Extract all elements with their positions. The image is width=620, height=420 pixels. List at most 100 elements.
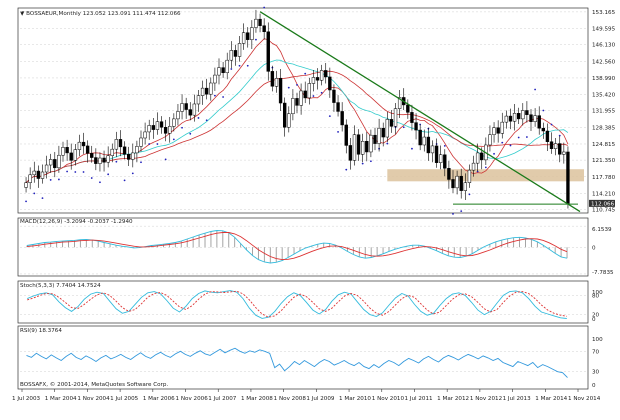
- candle: [44, 155, 49, 179]
- signal-line: [26, 232, 568, 261]
- candle-body: [434, 145, 439, 163]
- psar-dot: [361, 162, 364, 165]
- candle: [274, 70, 279, 93]
- candle-body: [114, 139, 119, 150]
- panel-tick-label: 0: [592, 317, 596, 323]
- candle: [438, 145, 443, 170]
- psar-dot: [542, 109, 545, 112]
- psar-dot: [312, 95, 315, 97]
- psar-dot: [49, 179, 52, 181]
- psar-dot: [246, 64, 249, 67]
- candle-body: [480, 152, 484, 161]
- panel-tick-label: 100: [592, 337, 603, 343]
- candle-body: [163, 127, 168, 134]
- candle-body: [549, 141, 554, 149]
- candle: [163, 119, 168, 142]
- candle-body: [209, 82, 213, 95]
- candle-body: [40, 171, 45, 179]
- candle: [262, 18, 266, 40]
- candle: [496, 120, 500, 143]
- candle: [131, 143, 135, 168]
- candle-body: [360, 141, 365, 155]
- candle: [402, 88, 406, 111]
- x-tick-label: 1 Nov 2006: [176, 396, 209, 402]
- psar-dot: [238, 64, 241, 67]
- candle: [94, 148, 98, 171]
- candle-body: [311, 77, 316, 84]
- candle-body: [447, 168, 451, 180]
- psar-dot: [443, 145, 446, 147]
- candle-body: [143, 131, 147, 139]
- candle-body: [340, 111, 344, 126]
- candle: [422, 129, 426, 152]
- candle-body: [406, 104, 410, 113]
- psar-dot: [525, 136, 528, 138]
- psar-dot: [402, 126, 405, 129]
- candle: [537, 106, 541, 135]
- candle-body: [324, 70, 328, 78]
- candle: [451, 170, 455, 193]
- candle: [233, 44, 238, 66]
- candle: [40, 164, 45, 184]
- candle-body: [529, 114, 533, 122]
- candle: [24, 177, 28, 193]
- parabolic-sar-layer: [25, 6, 569, 215]
- panel-tick-label: 80: [592, 293, 600, 299]
- x-tick-label: 1 Nov 2012: [470, 396, 502, 402]
- candle: [348, 137, 353, 170]
- psar-dot: [181, 126, 183, 129]
- candle-body: [110, 148, 114, 156]
- candle: [459, 168, 463, 199]
- candle: [336, 95, 340, 117]
- candle: [57, 145, 61, 173]
- candle: [53, 151, 57, 178]
- candle: [393, 103, 398, 135]
- candle-body: [131, 152, 135, 160]
- candle-body: [291, 98, 295, 115]
- candle: [147, 119, 151, 140]
- candle-body: [233, 50, 238, 57]
- candle-body: [217, 67, 221, 76]
- support-zone-layer: [387, 169, 584, 182]
- candle-body: [365, 141, 369, 153]
- psar-dot: [320, 91, 323, 94]
- candle-body: [553, 143, 558, 149]
- x-tick-label: 1 Nov 2008: [274, 396, 307, 402]
- current-price-tag: [589, 199, 615, 207]
- candle-body: [254, 18, 258, 28]
- panel-tick-label: -7.7835: [592, 270, 614, 276]
- candle-body: [459, 175, 463, 191]
- candle-body: [192, 103, 197, 116]
- candle: [541, 122, 546, 139]
- x-tick-label: 1 Jul 2011: [404, 396, 433, 402]
- candle: [159, 116, 164, 134]
- psar-dot: [172, 138, 175, 141]
- price-tick-label: 142.560: [592, 59, 616, 65]
- candle: [414, 113, 418, 140]
- symbol-header: ▼ BOSSAEUR,Monthly 123.052 123.091 111.4…: [20, 11, 181, 17]
- candle: [48, 153, 53, 173]
- candle: [332, 84, 336, 112]
- candle-body: [126, 154, 131, 160]
- panel-tick-label: 0: [592, 245, 596, 251]
- psar-dot: [82, 171, 85, 173]
- candle: [369, 129, 373, 158]
- psar-dot: [484, 166, 487, 169]
- candle: [529, 109, 533, 131]
- candle-body: [426, 136, 431, 154]
- candle: [492, 122, 496, 143]
- candle-body: [159, 121, 164, 128]
- candle: [168, 117, 172, 143]
- candle: [352, 125, 357, 166]
- candle-body: [558, 143, 562, 155]
- candle: [254, 9, 258, 33]
- candlestick-layer: [24, 9, 570, 209]
- psar-dot: [304, 72, 307, 75]
- candle-body: [172, 118, 176, 127]
- psar-dot: [493, 152, 495, 155]
- candle-body: [213, 74, 217, 84]
- candle-body: [356, 134, 361, 155]
- psar-dot: [411, 147, 413, 150]
- candle: [126, 146, 131, 166]
- price-tick-label: 114.210: [592, 191, 616, 197]
